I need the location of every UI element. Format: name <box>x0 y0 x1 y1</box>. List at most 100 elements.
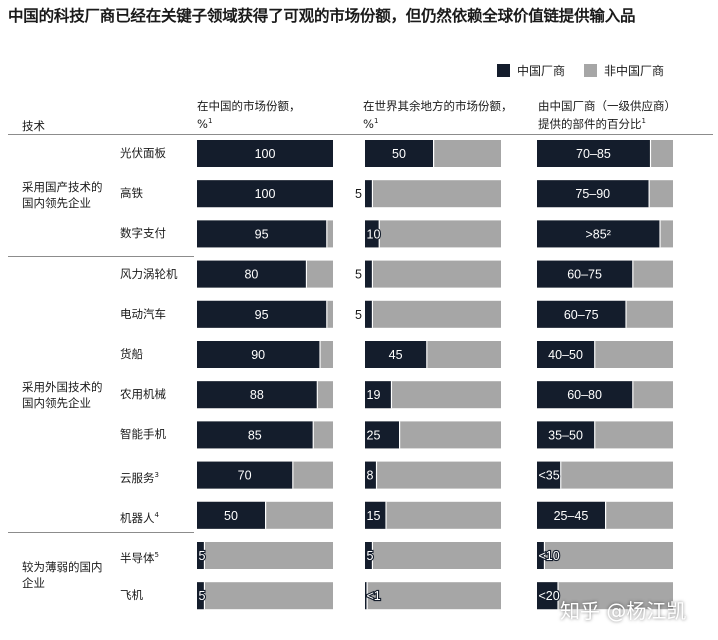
data-label-p0-r5: 90 <box>251 348 265 362</box>
data-label-p1-r9: 15 <box>367 509 381 523</box>
data-label-p0-r6: 88 <box>250 388 264 402</box>
group-divider-2 <box>8 532 194 533</box>
bar-china-p2-r1 <box>537 180 649 208</box>
bar-separator-p0-r5 <box>319 341 321 368</box>
bar-separator-p1-r5 <box>426 341 428 368</box>
row-label-text: 智能手机 <box>120 427 166 442</box>
data-label-p0-r2: 95 <box>255 227 269 241</box>
data-label-p2-r5: 40–50 <box>548 348 583 362</box>
row-label-footnote: 4 <box>154 510 159 519</box>
bar-separator-p2-r10 <box>543 542 545 569</box>
bar-non-china-p1-r11 <box>365 582 501 610</box>
data-label-p2-r6: 60–80 <box>567 388 602 402</box>
bar-china-p1-r10 <box>365 542 372 569</box>
bar-china-p1-r1 <box>365 180 372 208</box>
bar-separator-p1-r1 <box>371 180 373 208</box>
row-label-8: 云服务3 <box>120 468 159 485</box>
bar-separator-p0-r7 <box>312 421 314 449</box>
bar-separator-p1-r2 <box>378 220 380 248</box>
bar-separator-p2-r3 <box>632 260 634 288</box>
data-label-p2-r3: 60–75 <box>567 268 602 282</box>
row-label-text: 飞机 <box>120 588 143 603</box>
bar-non-china-p2-r11 <box>537 582 673 610</box>
header-rule <box>8 134 713 135</box>
bar-separator-p1-r7 <box>399 421 401 449</box>
bar-china-p0-r6 <box>197 381 317 409</box>
bar-separator-p1-r0 <box>433 140 435 167</box>
row-label-7: 智能手机 <box>120 427 166 441</box>
bar-china-p0-r2 <box>197 220 327 248</box>
data-label-p0-r11: 5 <box>199 589 206 603</box>
group-label-weaker-line2: 企业 <box>22 576 45 590</box>
data-label-p0-r0: 100 <box>255 147 276 161</box>
row-label-text: 数字支付 <box>120 226 166 241</box>
bar-separator-p1-r8 <box>375 461 378 489</box>
bar-separator-p1-r11 <box>366 582 368 610</box>
bar-separator-p2-r6 <box>632 381 634 409</box>
bar-separator-p1-r4 <box>371 300 373 328</box>
bar-china-p2-r0 <box>537 140 650 167</box>
data-label-p1-r8: 8 <box>367 469 374 483</box>
group-label-weaker-line1: 较为薄弱的国内 <box>22 560 103 574</box>
column-header-china-share-line1: 在中国的市场份额， <box>197 99 301 113</box>
legend-label-non-china: 非中国厂商 <box>604 64 665 78</box>
data-label-p1-r4: 5 <box>355 308 362 322</box>
bar-separator-p1-r6 <box>390 381 393 409</box>
bar-separator-p0-r3 <box>305 260 307 288</box>
legend-label-china: 中国厂商 <box>517 64 566 78</box>
row-label-text: 光伏面板 <box>120 146 166 160</box>
bar-china-p1-r8 <box>365 461 376 489</box>
bar-china-p1-r2 <box>365 220 379 248</box>
bar-china-p1-r3 <box>365 260 372 288</box>
bar-separator-p0-r6 <box>316 381 318 409</box>
row-label-0: 光伏面板 <box>120 146 166 160</box>
bar-china-p2-r3 <box>537 260 633 288</box>
column-header-world-share-line1: 在世界其余地方的市场份额， <box>363 99 513 113</box>
bar-china-p0-r1 <box>197 180 333 208</box>
data-label-p1-r3: 5 <box>355 268 362 282</box>
row-label-5: 货船 <box>120 347 143 361</box>
bar-non-china-p1-r10 <box>365 542 501 569</box>
bar-separator-p0-r10 <box>203 542 205 569</box>
bar-china-p2-r6 <box>537 381 633 409</box>
row-label-text: 电动汽车 <box>120 306 166 321</box>
row-label-text: 云服务 <box>120 470 155 485</box>
bar-china-p2-r4 <box>537 300 626 328</box>
bar-china-p1-r6 <box>365 381 391 409</box>
data-label-p0-r3: 80 <box>244 268 258 282</box>
row-label-text: 农用机械 <box>120 387 166 402</box>
bar-china-p0-r8 <box>197 461 293 489</box>
bar-china-p2-r9 <box>537 501 605 529</box>
row-label-text: 半导体 <box>120 550 155 565</box>
watermark: 知乎 @杨江凯 <box>560 599 687 623</box>
bar-separator-p1-r9 <box>385 501 387 529</box>
bar-separator-p2-r2 <box>659 220 661 248</box>
row-label-text: 高铁 <box>120 186 143 201</box>
bar-china-p2-r7 <box>537 421 595 449</box>
column-header-world-share-footnote: 1 <box>373 117 379 125</box>
bar-china-p1-r0 <box>365 140 433 167</box>
row-label-9: 机器人4 <box>120 508 159 525</box>
column-header-component-share-line1: 由中国厂商（一级供应商） <box>538 99 676 113</box>
bar-non-china-p1-r4 <box>365 300 501 328</box>
bar-non-china-p0-r10 <box>197 542 333 569</box>
column-header-component-share-footnote: 1 <box>641 117 646 125</box>
technology-header: 技术 <box>22 119 45 133</box>
data-label-p0-r1: 100 <box>255 187 276 201</box>
bar-non-china-p0-r11 <box>197 582 333 610</box>
bar-non-china-p1-r8 <box>365 461 501 489</box>
data-label-p2-r8: <35 <box>539 469 560 483</box>
column-header-world-share-unit: % <box>363 116 374 131</box>
bar-china-p1-r9 <box>365 501 386 529</box>
bar-china-p1-r7 <box>365 421 399 449</box>
data-label-p2-r0: 70–85 <box>576 147 611 161</box>
data-label-p1-r10: 5 <box>367 549 374 563</box>
row-label-2: 数字支付 <box>120 226 166 240</box>
group-label-domestic-tech-line2: 国内领先企业 <box>22 196 91 210</box>
data-label-p1-r0: 50 <box>392 147 406 161</box>
group-divider-1 <box>8 256 194 257</box>
bar-separator-p0-r8 <box>292 461 294 489</box>
legend-swatch-china <box>497 64 510 77</box>
row-label-4: 电动汽车 <box>120 307 166 321</box>
bar-china-p0-r4 <box>197 300 327 328</box>
